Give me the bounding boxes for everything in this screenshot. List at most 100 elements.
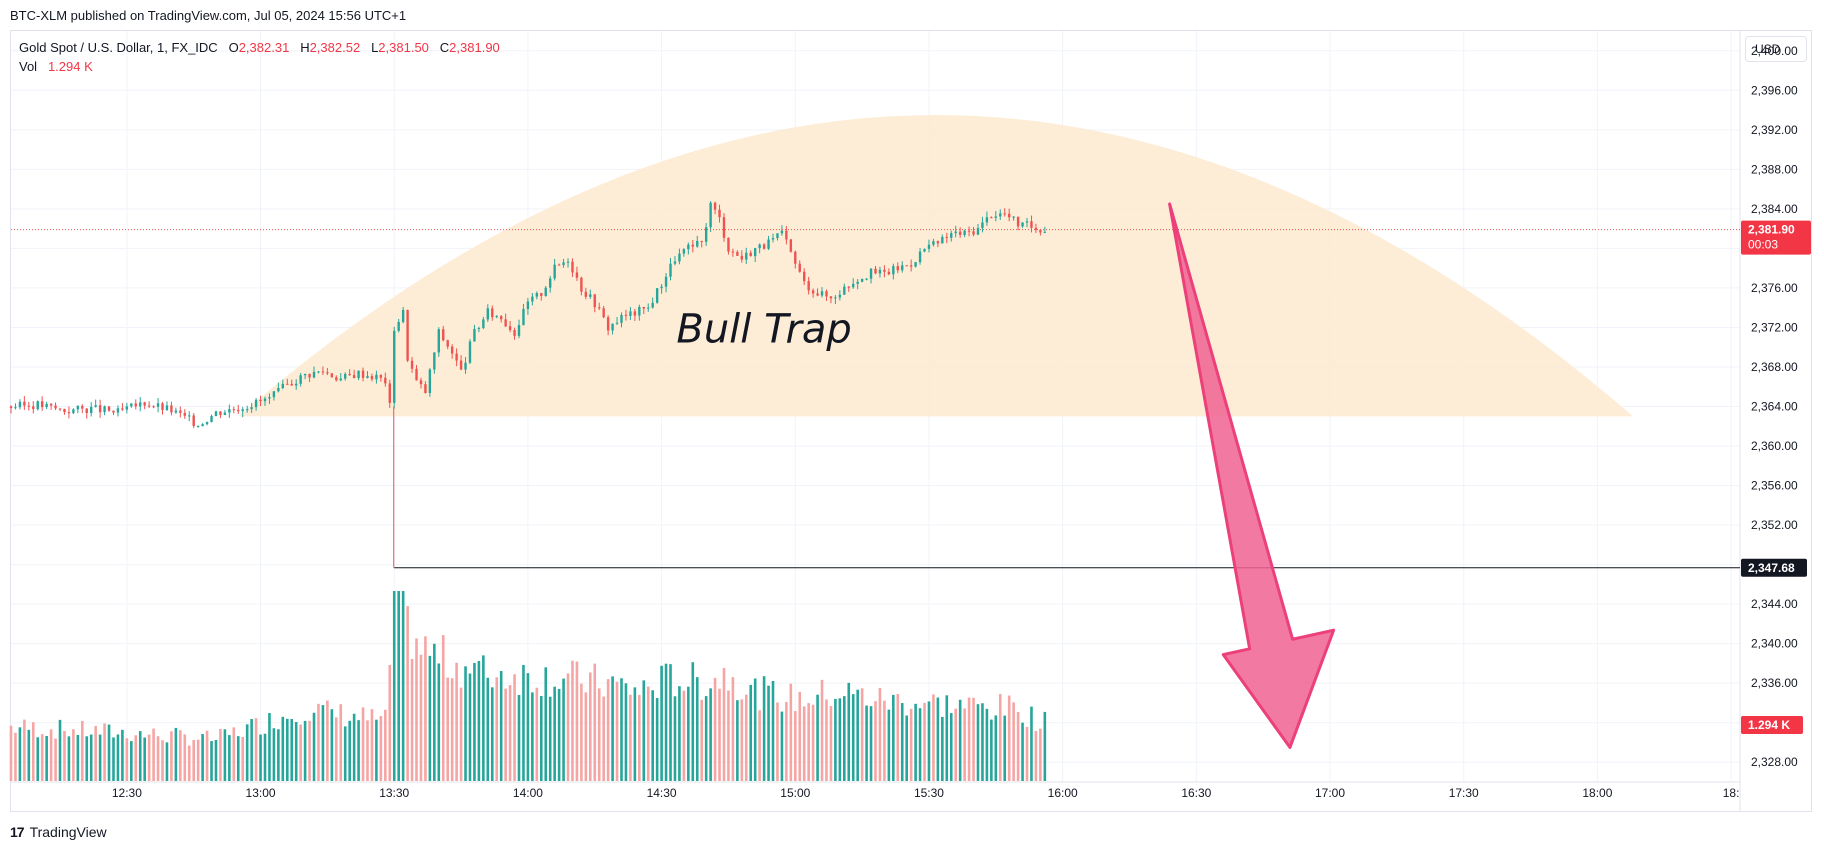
candle xyxy=(384,372,387,387)
candle-body xyxy=(1007,213,1011,218)
candle xyxy=(972,226,975,237)
y-tick-label: 2,328.00 xyxy=(1751,755,1798,769)
volume-bar xyxy=(513,674,516,781)
candle-body xyxy=(290,383,293,386)
candle xyxy=(72,408,75,415)
volume-bar xyxy=(143,737,146,781)
volume-bar xyxy=(691,662,695,781)
volume-bar xyxy=(103,723,106,781)
volume-bar xyxy=(9,725,13,781)
volume-bar xyxy=(401,591,405,781)
candle xyxy=(664,273,668,293)
volume-bar xyxy=(433,643,436,781)
candle-body xyxy=(330,373,334,378)
candle xyxy=(45,401,48,409)
candle xyxy=(918,248,922,265)
candle xyxy=(758,243,761,254)
volume-bar xyxy=(949,713,953,781)
candle xyxy=(63,408,66,415)
candle xyxy=(852,278,855,289)
candle xyxy=(499,314,503,323)
candle xyxy=(740,250,744,263)
footer-brand[interactable]: 17 TradingView xyxy=(10,824,107,840)
y-tick-label: 2,364.00 xyxy=(1751,400,1798,414)
candle-body xyxy=(664,276,668,287)
candle xyxy=(513,327,516,340)
candle-body xyxy=(428,369,432,393)
candle xyxy=(544,286,547,297)
candle-body xyxy=(544,287,547,296)
volume-bar xyxy=(468,673,472,781)
symbol-title[interactable]: Gold Spot / U.S. Dollar, 1, FX_IDC xyxy=(19,40,218,55)
candle-body xyxy=(794,251,797,264)
candle-body xyxy=(1034,227,1038,230)
volume-bar xyxy=(633,687,637,781)
volume-bar xyxy=(27,729,31,781)
volume-bar xyxy=(1043,711,1047,781)
volume-bar xyxy=(187,745,191,781)
volume-label[interactable]: Vol xyxy=(19,59,38,74)
candle-body xyxy=(740,255,744,260)
candle-body xyxy=(254,399,258,408)
candle-body xyxy=(14,407,17,409)
candle-body xyxy=(201,424,204,426)
candle-body xyxy=(856,281,859,284)
volume-bar xyxy=(932,694,935,781)
candle xyxy=(517,319,521,339)
candle xyxy=(147,401,151,408)
volume-bar xyxy=(615,681,619,781)
candle-body xyxy=(499,316,503,320)
volume-bar xyxy=(602,696,605,781)
candle-body xyxy=(963,230,966,235)
candle-body xyxy=(81,406,84,409)
candle xyxy=(139,397,142,412)
candle xyxy=(361,367,365,382)
candle-body xyxy=(152,406,155,408)
candle-body xyxy=(406,309,409,361)
currency-button[interactable]: USD xyxy=(1745,36,1807,62)
candle xyxy=(170,401,173,416)
candle xyxy=(27,401,31,411)
volume-bar xyxy=(718,688,721,781)
volume-bar xyxy=(36,737,40,781)
candle-body xyxy=(58,408,62,410)
chart-frame xyxy=(10,30,1812,812)
candle-body xyxy=(317,371,320,373)
candle-body xyxy=(433,352,436,370)
candle-body xyxy=(361,370,365,378)
candle xyxy=(963,229,966,238)
close-value: 2,381.90 xyxy=(449,40,500,55)
candle xyxy=(223,409,227,416)
candle-body xyxy=(745,252,748,260)
candle xyxy=(495,315,498,319)
candle xyxy=(357,370,360,381)
candle-body xyxy=(718,209,721,218)
candle xyxy=(767,235,770,251)
volume-bar xyxy=(967,697,971,781)
candle-body xyxy=(954,231,957,234)
candle-body xyxy=(437,329,440,353)
candle xyxy=(312,366,316,379)
y-tick-label: 2,368.00 xyxy=(1751,360,1798,374)
volume-bar xyxy=(192,739,196,781)
candle-body xyxy=(669,263,672,277)
candle xyxy=(905,265,908,267)
candle xyxy=(731,248,735,257)
volume-bar xyxy=(156,736,160,781)
volume-bar xyxy=(254,718,258,781)
candle-body xyxy=(419,380,423,385)
volume-bar xyxy=(887,709,891,781)
candle-body xyxy=(352,375,356,379)
candle xyxy=(130,403,133,408)
volume-bar xyxy=(767,685,770,781)
volume-bar xyxy=(727,690,730,781)
candle-body xyxy=(321,371,325,373)
candle-body xyxy=(121,408,124,410)
x-tick-label: 17:00 xyxy=(1315,786,1345,800)
candle xyxy=(112,410,115,416)
candle xyxy=(593,294,596,313)
volume-bar xyxy=(89,734,93,781)
volume-bar xyxy=(981,703,984,781)
candle-body xyxy=(27,405,31,407)
